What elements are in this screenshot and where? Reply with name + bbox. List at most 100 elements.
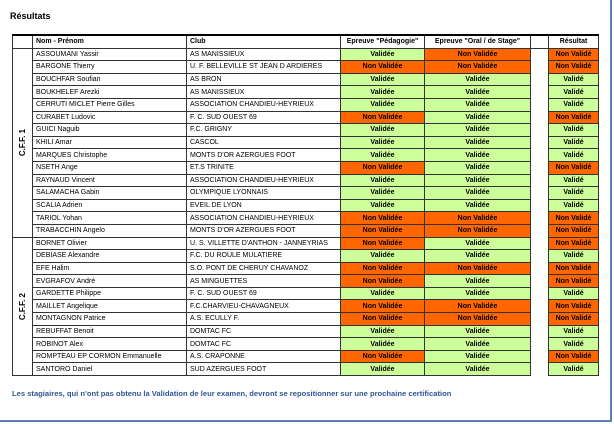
status-cell: Non Validée — [424, 211, 531, 225]
header-cell: Nom - Prénom — [32, 33, 187, 49]
status-cell: Non Validé — [548, 211, 599, 225]
status-cell: Non Validé — [548, 312, 599, 326]
gap-cell — [530, 60, 549, 74]
text-cell: OLYMPIQUE LYONNAIS — [186, 186, 341, 200]
status-cell: Validée — [424, 349, 531, 364]
table-row: EVGRAFOV André AS MINGUETTES Non Validée Va… — [13, 274, 599, 288]
gap-cell — [530, 73, 549, 86]
status-cell: Validé — [548, 148, 599, 162]
table-row: CURABET Ludovic F. C. SUD OUEST 69 Non Val… — [13, 110, 599, 125]
text-cell: DOMTAC FC — [186, 324, 341, 339]
status-cell: Non Validée — [340, 236, 425, 251]
gap-cell — [530, 299, 549, 313]
table-row: RAYNAUD Vincent ASSOCIATION CHANDIEU-HEYR… — [13, 173, 599, 188]
text-cell: EVGRAFOV André — [32, 274, 187, 288]
text-cell: GARDETTE Philippe — [32, 286, 187, 301]
status-cell: Validée — [424, 362, 531, 377]
status-cell: Non Validée — [424, 312, 531, 326]
status-cell: Non Validée — [340, 110, 425, 125]
table-row: BOUKHELEF Arezki AS MANISSIEUX Validée Vali… — [13, 85, 599, 99]
text-cell: AS BRON — [186, 72, 341, 87]
status-cell: Non Validée — [340, 274, 425, 288]
group-label: C.F.F. 1 — [12, 47, 33, 238]
status-cell: Validée — [424, 110, 531, 125]
status-cell: Non Validé — [548, 299, 599, 314]
status-cell: Validée — [424, 324, 531, 339]
status-cell: Non Validé — [548, 160, 599, 175]
status-cell: Validé — [548, 186, 599, 200]
text-cell: ASSOCIATION CHANDIEU-HEYRIEUX — [186, 97, 341, 112]
gap-cell — [530, 211, 549, 225]
text-cell: CERRUTI MICLET Pierre Gilles — [32, 97, 187, 112]
title: Résultats — [10, 11, 51, 21]
text-cell: U. F. BELLEVILLE ST JEAN D ARDIERES — [186, 60, 341, 74]
status-cell: Non Validée — [424, 299, 531, 314]
status-cell: Validée — [424, 173, 531, 188]
table-row: SCALIA Adrien EVEIL DE LYON Validée Validée… — [13, 198, 599, 213]
group-label-text: C.F.F. 2 — [18, 292, 27, 320]
text-cell: MONTAGNON Patrice — [32, 312, 187, 326]
status-cell: Non Validé — [548, 236, 599, 251]
header-cell: Club — [186, 33, 341, 49]
status-cell: Validée — [340, 173, 425, 188]
text-cell: RAYNAUD Vincent — [32, 173, 187, 188]
status-cell: Validée — [424, 337, 531, 351]
status-cell: Validée — [424, 249, 531, 263]
text-cell: S.O. PONT DE CHERUY CHAVANOZ — [186, 261, 341, 276]
status-cell: Validé — [548, 362, 599, 377]
status-cell: Validée — [340, 324, 425, 339]
status-cell: Validée — [424, 135, 531, 150]
table-row: SANTORO Daniel SUD AZERGUES FOOT Validée Va… — [13, 362, 599, 377]
text-cell: AS MINGUETTES — [186, 274, 341, 288]
status-cell: Validée — [424, 85, 531, 99]
text-cell: ASSOUMANI Yassir — [32, 47, 187, 62]
text-cell: AS MANISSIEUX — [186, 85, 341, 99]
status-cell: Validée — [424, 123, 531, 137]
text-cell: TRABACCHIN Angelo — [32, 223, 187, 238]
status-cell: Validé — [548, 198, 599, 213]
status-cell: Validée — [424, 274, 531, 288]
gap-cell — [530, 148, 549, 162]
status-cell: Validée — [340, 249, 425, 263]
table-row: C.F.F. 1 ASSOUMANI Yassir AS MANISSIEUX Val… — [12, 47, 599, 238]
text-cell: REBUFFAT Benoit — [32, 324, 187, 339]
status-cell: Non Validée — [340, 312, 425, 326]
table-row: MONTAGNON Patrice A.S. ECULLY F. Non Valid… — [13, 312, 599, 326]
text-cell: ASSOCIATION CHANDIEU-HEYRIEUX — [186, 173, 341, 188]
gap-cell — [530, 287, 549, 300]
text-cell: MAILLET Angelique — [32, 299, 187, 314]
text-cell: SCALIA Adrien — [32, 198, 187, 213]
status-cell: Validé — [548, 249, 599, 263]
text-cell: BOUCHFAR Soufian — [32, 72, 187, 87]
status-cell: Validée — [424, 160, 531, 175]
status-cell: Validé — [548, 337, 599, 351]
table-row: BOUCHFAR Soufian AS BRON Validée Validée Val… — [13, 72, 599, 87]
status-cell: Validée — [340, 148, 425, 162]
header-cell: Résultat — [548, 33, 599, 49]
text-cell: MONTS D'OR AZERGUES FOOT — [186, 148, 341, 162]
gap-cell — [530, 224, 549, 237]
status-cell: Validée — [340, 337, 425, 351]
status-cell: Non Validée — [424, 223, 531, 238]
status-cell: Validée — [340, 47, 425, 62]
status-cell: Non Validé — [548, 223, 599, 238]
table-row: KHILI Amar CASCOL Validée Validée Validé — [13, 135, 599, 150]
text-cell: F. C. SUD OUEST 69 — [186, 110, 341, 125]
header-cell: Epreuve "Pédagogie" — [340, 33, 425, 49]
table-row: CERRUTI MICLET Pierre Gilles ASSOCIATION … — [13, 97, 599, 112]
text-cell: BARGONE Thierry — [32, 60, 187, 74]
text-cell: F. C. SUD OUEST 69 — [186, 286, 341, 301]
status-cell: Validée — [424, 148, 531, 162]
text-cell: A.S. ECULLY F. — [186, 312, 341, 326]
status-cell: Non Validée — [424, 261, 531, 276]
gap-cell — [530, 123, 549, 137]
table-row: ROBINOT Alex DOMTAC FC Validée Validée Valid… — [13, 337, 599, 351]
gap-cell — [530, 98, 549, 112]
table-row: GARDETTE Philippe F. C. SUD OUEST 69 Valid… — [13, 286, 599, 301]
text-cell: SUD AZERGUES FOOT — [186, 362, 341, 377]
text-cell: ET.S TRINITE — [186, 160, 341, 175]
status-cell: Validée — [340, 362, 425, 377]
text-cell: A.S. CRAPONNE — [186, 349, 341, 364]
status-cell: Validée — [424, 97, 531, 112]
status-cell: Non Validé — [548, 110, 599, 125]
